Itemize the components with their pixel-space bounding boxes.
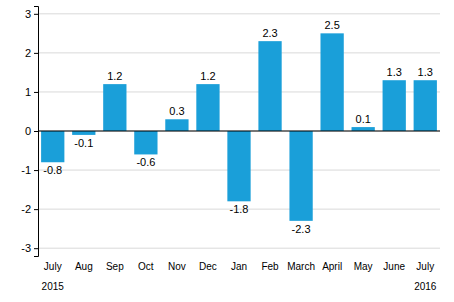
tick-label: Aug [75, 261, 93, 272]
data-label: 2.3 [262, 27, 277, 39]
tick-mark [34, 131, 38, 132]
bar [165, 119, 188, 131]
tick-label: 2 [25, 47, 31, 59]
data-label: -1.8 [230, 203, 249, 215]
tick-label: -2 [21, 203, 31, 215]
tick-label: -1 [21, 164, 31, 176]
bar [103, 84, 126, 131]
tick: Aug [75, 260, 93, 272]
tick: Oct [138, 260, 154, 272]
grid-line [38, 13, 440, 14]
bar [72, 131, 95, 135]
tick-label: Oct [138, 261, 154, 272]
tick-mark [34, 248, 38, 249]
tick-label: 0 [25, 125, 31, 137]
bar [196, 84, 219, 131]
tick: -1 [21, 164, 38, 176]
tick: Dec [199, 260, 217, 272]
bar [383, 80, 406, 131]
tick-label: Feb [261, 261, 279, 272]
tick-label: July [44, 261, 62, 272]
bar [289, 131, 312, 221]
tick-mark [34, 14, 38, 15]
tick-label: Nov [168, 261, 186, 272]
tick: April [322, 260, 342, 272]
tick: July [416, 260, 434, 272]
data-label: 1.2 [107, 70, 122, 82]
tick: -2 [21, 203, 38, 215]
grid [38, 14, 440, 248]
tick-label: April [322, 261, 342, 272]
y-axis: -3 -2 -1 0 1 2 3 [21, 7, 38, 257]
data-label: 0.1 [356, 113, 371, 125]
tick: Feb [261, 260, 279, 272]
bar [227, 131, 250, 201]
tick-label: June [383, 261, 405, 272]
data-label: -2.3 [292, 223, 311, 235]
tick-label: 1 [25, 86, 31, 98]
grid-line [38, 131, 440, 132]
tick-label: March [287, 261, 315, 272]
bar [134, 131, 157, 154]
tick: 1 [25, 86, 38, 98]
data-label: 1.3 [387, 66, 402, 78]
axis-line [34, 7, 39, 257]
zero-line [38, 131, 440, 132]
tick-mark [34, 53, 38, 54]
bar [320, 33, 343, 131]
year-label: 2016 [414, 281, 437, 292]
tick: 0 [25, 125, 38, 137]
tick-mark [34, 92, 38, 93]
tick-label: 3 [25, 8, 31, 20]
grid-line [38, 91, 440, 92]
bar [414, 80, 437, 131]
year-label: 2015 [42, 281, 65, 292]
tick: March [287, 260, 315, 272]
tick-label: Sep [106, 261, 124, 272]
tick: Jan [231, 260, 247, 272]
tick-mark [34, 209, 38, 210]
data-labels: -0.8 -0.1 1.2 -0.6 0.3 1.2 -1.8 2.3 -2.3 2.5 0.1 1.… [43, 19, 433, 235]
tick: 2 [25, 47, 38, 59]
x-axis: July Aug Sep Oct Nov Dec Jan Feb March April May Ju… [44, 260, 434, 272]
data-label: -0.1 [74, 137, 93, 149]
data-label: 1.3 [418, 66, 433, 78]
tick-mark [34, 170, 38, 171]
grid-line [38, 52, 440, 53]
tick: 3 [25, 8, 38, 20]
tick-label: -3 [21, 242, 31, 254]
tick: Sep [106, 260, 124, 272]
tick-label: Jan [231, 261, 247, 272]
bar [41, 131, 64, 162]
tick: Nov [168, 260, 186, 272]
grid-line [38, 248, 440, 249]
tick-label: Dec [199, 261, 217, 272]
bars [41, 33, 437, 221]
data-label: -0.8 [43, 164, 62, 176]
annotations: 2015 2016 [42, 281, 437, 292]
bar [352, 127, 375, 131]
tick: -3 [21, 242, 38, 254]
data-label: 2.5 [324, 19, 339, 31]
bar [258, 41, 281, 131]
tick: July [44, 260, 62, 272]
data-label: -0.6 [136, 156, 155, 168]
chart: -3 -2 -1 0 1 2 3 -0.8 -0.1 1.2 -0.6 0.3 1.2 -1.8 2.3 -2… [0, 0, 454, 302]
data-label: 1.2 [200, 70, 215, 82]
tick-label: July [416, 261, 434, 272]
tick-label: May [354, 261, 373, 272]
tick: June [383, 260, 405, 272]
tick: May [354, 260, 373, 272]
data-label: 0.3 [169, 105, 184, 117]
